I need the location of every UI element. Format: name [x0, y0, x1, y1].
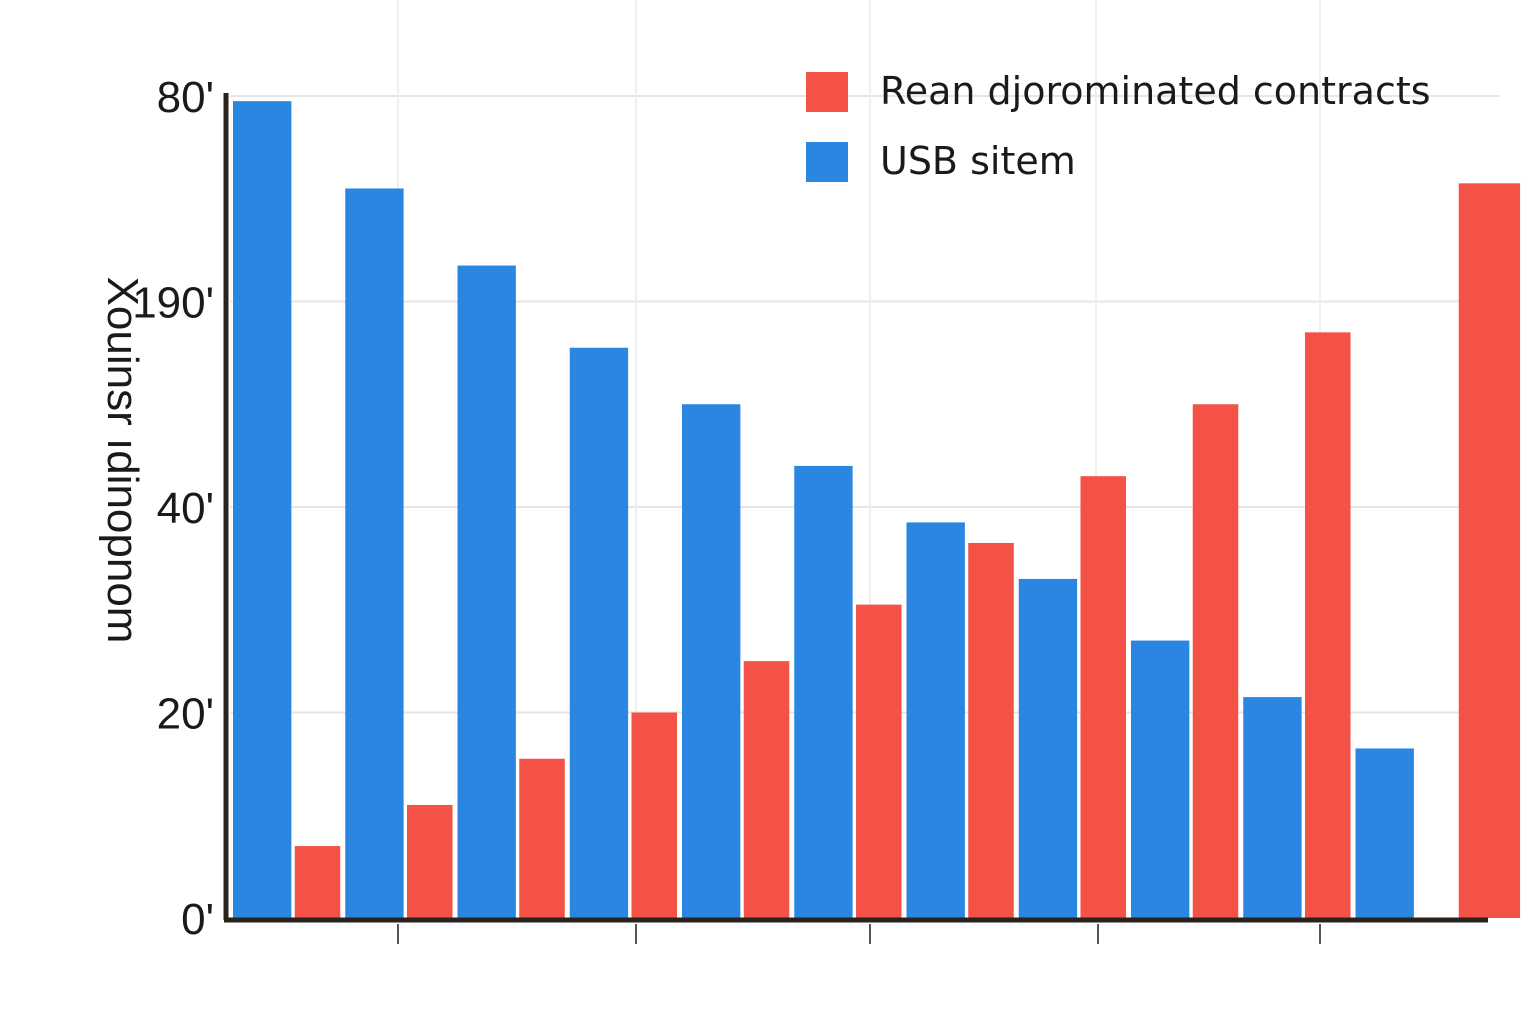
bar-red-8	[968, 542, 1014, 918]
legend-swatch	[806, 142, 848, 182]
bar-blue-7	[906, 522, 965, 918]
bar-blue-2	[345, 188, 404, 919]
legend-label: USB sitem	[880, 139, 1076, 183]
bar-blue-5	[682, 404, 741, 918]
axes	[223, 93, 1488, 923]
y-tick-label: 40'	[157, 484, 214, 533]
bar-blue-3	[457, 265, 516, 919]
bar-red-3	[406, 804, 453, 918]
bar-blue-10	[1243, 697, 1302, 918]
bar-red-9	[1080, 476, 1127, 918]
x-tick-marks	[397, 924, 1321, 944]
y-tick-label: 0'	[181, 895, 214, 944]
bars	[233, 101, 1521, 919]
bar-red-12	[1458, 183, 1521, 918]
bar-blue-8	[1018, 578, 1078, 918]
legend: Rean djorominated contracts USB sitem	[806, 69, 1431, 183]
bar-red-11	[1304, 332, 1351, 918]
legend-label: Rean djorominated contracts	[880, 69, 1431, 113]
legend-swatch	[806, 72, 848, 112]
bar-red-6	[743, 661, 790, 918]
bar-blue-11	[1355, 748, 1414, 918]
y-axis-title: Xouinsr ıdinopnom	[98, 277, 147, 644]
bar-red-2	[294, 846, 341, 918]
bar-red-10	[1192, 404, 1239, 918]
bar-red-5	[631, 712, 678, 918]
y-tick-label: 80'	[157, 73, 214, 122]
bar-red-4	[519, 758, 565, 918]
bar-blue-1	[233, 101, 292, 918]
y-tick-label: 190'	[132, 279, 214, 328]
bar-blue-9	[1131, 640, 1190, 918]
bar-blue-4	[569, 347, 629, 918]
bar-blue-6	[794, 465, 853, 918]
y-tick-label: 20'	[157, 690, 214, 739]
bar-red-7	[855, 604, 902, 918]
y-tick-labels: 0' 20' 40' 190' 80'	[132, 73, 214, 944]
